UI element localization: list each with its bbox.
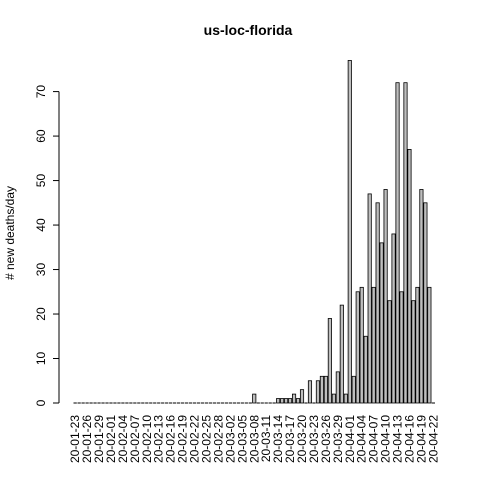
x-tick-label: 20-03-05	[235, 415, 249, 463]
x-tick-label: 20-03-26	[319, 415, 333, 463]
x-tick-label: 20-03-23	[307, 415, 321, 463]
bar	[383, 189, 388, 404]
y-axis: 0 10 20 30 40 50 60 70	[34, 85, 60, 406]
bar	[363, 335, 368, 404]
x-tick-label: 20-04-22	[426, 415, 440, 463]
x-tick-label: 20-04-07	[367, 415, 381, 463]
y-tick-label: 50	[34, 174, 48, 188]
x-axis: 20-01-2320-01-2620-01-2920-02-0120-02-04…	[68, 415, 440, 463]
x-tick-label: 20-02-07	[128, 415, 142, 463]
bars	[73, 60, 435, 404]
x-tick-label: 20-03-02	[223, 415, 237, 463]
bar	[347, 60, 352, 404]
x-tick-label: 20-02-04	[116, 415, 130, 463]
bar	[375, 202, 380, 404]
bar	[276, 398, 281, 404]
bar	[339, 304, 344, 404]
bar	[323, 375, 328, 404]
bar	[299, 389, 305, 404]
bar	[359, 286, 364, 404]
bar	[423, 202, 428, 404]
x-tick-label: 20-03-29	[331, 415, 345, 463]
x-tick-label: 20-02-22	[188, 415, 202, 463]
bar	[391, 233, 396, 404]
x-tick-label: 20-02-01	[104, 415, 118, 463]
x-tick-label: 20-02-19	[176, 415, 190, 463]
bar	[335, 371, 340, 404]
bar	[295, 398, 301, 404]
bar	[371, 286, 376, 404]
y-tick-label: 70	[34, 85, 48, 99]
x-tick-label: 20-01-26	[80, 415, 94, 463]
y-tick-label: 0	[34, 399, 48, 406]
bar	[331, 393, 336, 404]
x-tick-label: 20-04-13	[391, 415, 405, 463]
x-tick-label: 20-04-01	[343, 415, 357, 463]
bar	[351, 375, 356, 404]
bar	[288, 398, 293, 404]
x-tick-label: 20-02-16	[164, 415, 178, 463]
bar	[291, 393, 297, 404]
x-tick-label: 20-03-14	[271, 415, 285, 463]
x-tick-label: 20-04-04	[355, 415, 369, 463]
bar	[415, 286, 420, 404]
bar	[407, 149, 412, 404]
x-tick-label: 20-01-29	[92, 415, 106, 463]
y-tick-label: 10	[34, 352, 48, 366]
bar	[252, 393, 257, 404]
bar	[307, 380, 313, 404]
bar	[395, 82, 400, 404]
bar	[403, 82, 408, 404]
bar	[280, 398, 285, 404]
bar	[419, 189, 424, 404]
bar	[427, 286, 432, 404]
bar	[355, 291, 360, 404]
x-tick-label: 20-02-25	[199, 415, 213, 463]
bar	[399, 291, 404, 404]
bar	[315, 380, 320, 404]
x-tick-label: 20-04-19	[414, 415, 428, 463]
bar	[411, 300, 416, 404]
bar	[343, 393, 348, 404]
bar	[327, 318, 332, 404]
chart-title: us-loc-florida	[204, 22, 293, 38]
x-tick-label: 20-04-10	[379, 415, 393, 463]
x-tick-label: 20-03-08	[247, 415, 261, 463]
x-tick-label: 20-02-13	[152, 415, 166, 463]
bar	[367, 193, 372, 404]
x-tick-label: 20-02-28	[211, 415, 225, 463]
x-tick-label: 20-03-20	[295, 415, 309, 463]
x-tick-label: 20-04-16	[402, 415, 416, 463]
bar	[319, 375, 324, 404]
bar	[284, 398, 289, 404]
y-tick-label: 30	[34, 263, 48, 277]
x-tick-label: 20-03-11	[259, 415, 273, 462]
bar	[379, 242, 384, 404]
y-tick-label: 40	[34, 218, 48, 232]
y-tick-label: 60	[34, 129, 48, 143]
x-tick-label: 20-01-23	[68, 415, 82, 463]
y-axis-label: # new deaths/day	[3, 186, 17, 280]
y-tick-label: 20	[34, 307, 48, 321]
bar	[387, 300, 392, 404]
x-tick-label: 20-03-17	[283, 415, 297, 463]
x-tick-label: 20-02-10	[140, 415, 154, 463]
